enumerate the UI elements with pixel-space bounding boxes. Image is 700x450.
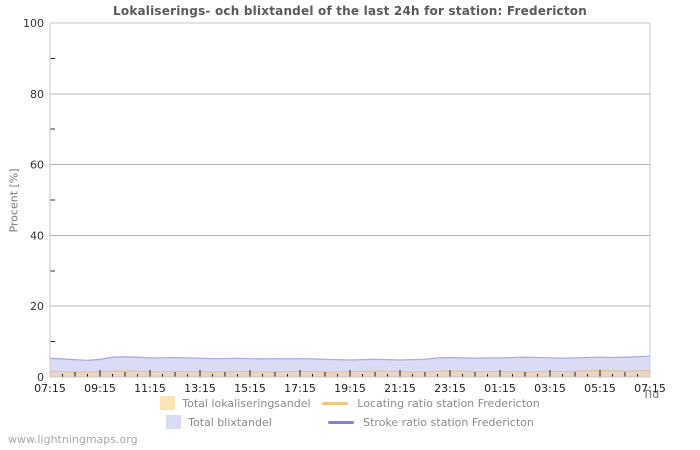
legend-label-total-lokaliseringsandel: Total lokaliseringsandel bbox=[182, 396, 311, 410]
legend-label-stroke-ratio: Stroke ratio station Fredericton bbox=[363, 415, 534, 429]
legend-label-total-blixtandel: Total blixtandel bbox=[188, 415, 272, 429]
chart-title: Lokaliserings- och blixtandel of the las… bbox=[113, 4, 587, 18]
svg-text:19:15: 19:15 bbox=[334, 382, 366, 395]
locating-ratio-line-icon bbox=[322, 401, 349, 405]
chart-legend: Total lokaliseringsandel Locating ratio … bbox=[0, 396, 700, 429]
svg-text:40: 40 bbox=[30, 229, 44, 242]
svg-text:60: 60 bbox=[30, 159, 44, 172]
svg-text:09:15: 09:15 bbox=[84, 382, 116, 395]
svg-text:01:15: 01:15 bbox=[484, 382, 516, 395]
svg-text:20: 20 bbox=[30, 300, 44, 313]
svg-text:100: 100 bbox=[23, 17, 44, 30]
svg-text:80: 80 bbox=[30, 88, 44, 101]
svg-text:07:15: 07:15 bbox=[34, 382, 66, 395]
svg-text:15:15: 15:15 bbox=[234, 382, 266, 395]
svg-text:07:15: 07:15 bbox=[634, 382, 666, 395]
svg-text:13:15: 13:15 bbox=[184, 382, 216, 395]
watermark-text: www.lightningmaps.org bbox=[8, 433, 138, 446]
stroke-ratio-line-icon bbox=[328, 420, 355, 424]
legend-row-2: Total blixtandel Stroke ratio station Fr… bbox=[166, 415, 534, 429]
total-lokaliseringsandel-swatch-icon bbox=[160, 396, 176, 410]
legend-row-1: Total lokaliseringsandel Locating ratio … bbox=[160, 396, 540, 410]
x-axis-title: Tid bbox=[642, 388, 660, 401]
svg-text:21:15: 21:15 bbox=[384, 382, 416, 395]
svg-text:0: 0 bbox=[37, 371, 44, 384]
total-blixtandel-swatch-icon bbox=[166, 415, 182, 429]
svg-text:17:15: 17:15 bbox=[284, 382, 316, 395]
legend-label-locating-ratio: Locating ratio station Fredericton bbox=[357, 396, 540, 410]
svg-text:05:15: 05:15 bbox=[584, 382, 616, 395]
svg-text:11:15: 11:15 bbox=[134, 382, 166, 395]
svg-text:03:15: 03:15 bbox=[534, 382, 566, 395]
svg-text:23:15: 23:15 bbox=[434, 382, 466, 395]
